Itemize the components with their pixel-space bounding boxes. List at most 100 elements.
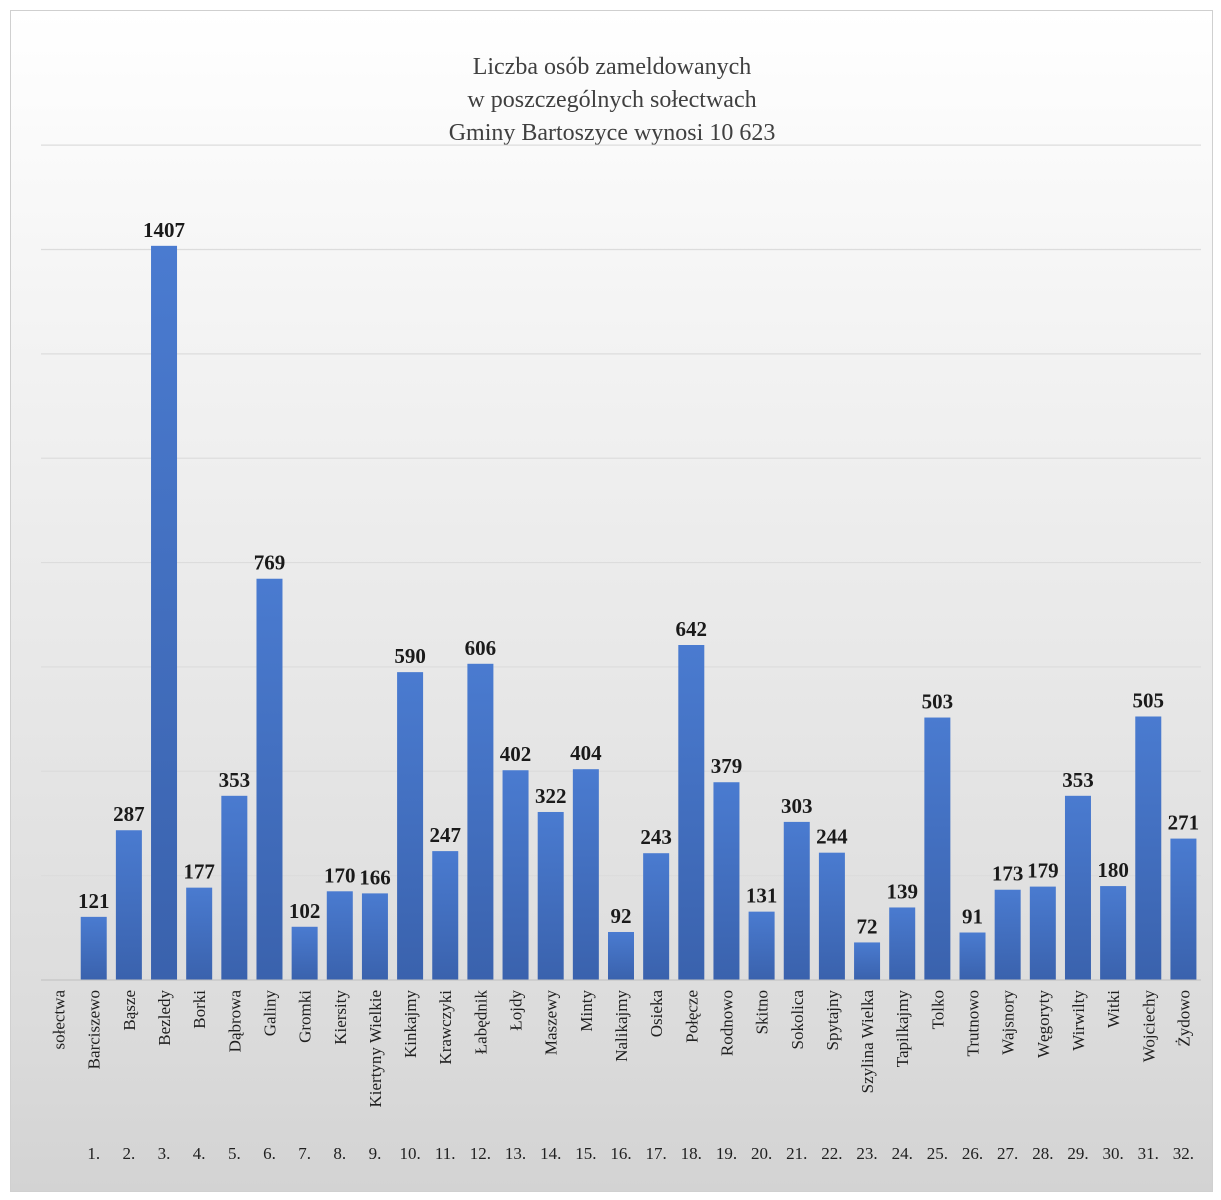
data-label: 353: [1062, 768, 1094, 792]
category-label: Galiny: [260, 990, 279, 1037]
number-label: 3.: [158, 1144, 171, 1163]
data-label: 402: [500, 742, 532, 766]
category-label: Nalikajmy: [612, 990, 631, 1062]
number-label: 2.: [123, 1144, 136, 1163]
number-label: 13.: [505, 1144, 526, 1163]
category-label: Wirwilty: [1069, 990, 1088, 1051]
number-label: 5.: [228, 1144, 241, 1163]
category-label: Kinkajmy: [401, 990, 420, 1058]
number-label: 31.: [1138, 1144, 1159, 1163]
bar: [397, 672, 424, 980]
bar: [361, 893, 388, 980]
number-label: 16.: [610, 1144, 631, 1163]
data-label: 379: [711, 754, 743, 778]
data-label: 404: [570, 741, 602, 765]
bar: [1170, 838, 1197, 980]
bar: [256, 578, 283, 980]
number-label: 9.: [369, 1144, 382, 1163]
data-label: 102: [289, 899, 321, 923]
number-label: 14.: [540, 1144, 561, 1163]
bar: [467, 663, 494, 980]
number-label: 27.: [997, 1144, 1018, 1163]
data-label: 642: [676, 617, 708, 641]
data-label: 179: [1027, 859, 1059, 883]
number-label: 19.: [716, 1144, 737, 1163]
chart-title-line-1: Liczba osób zameldowanych: [473, 54, 752, 80]
number-label: 24.: [892, 1144, 913, 1163]
data-label: 503: [922, 690, 954, 714]
data-label: 177: [183, 860, 215, 884]
data-label: 271: [1168, 811, 1200, 835]
category-labels: sołectwa Barciszewo Bąsze Bezledy Borki Dąbro…: [50, 990, 1194, 1108]
number-label: 23.: [856, 1144, 877, 1163]
chart-title-line-2: w poszczególnych sołectwach: [467, 87, 756, 113]
category-label: Szylina Wielka: [858, 990, 877, 1094]
data-label: 170: [324, 863, 356, 887]
category-label: Węgoryty: [1034, 990, 1053, 1058]
bar: [678, 645, 705, 980]
category-label: Połęcze: [682, 990, 701, 1043]
bar: [783, 821, 810, 980]
bar-chart: Liczba osób zameldowanych w poszczególny…: [41, 54, 1201, 1163]
category-label: Krawczyki: [436, 990, 455, 1065]
number-label: 32.: [1173, 1144, 1194, 1163]
bar: [924, 717, 951, 980]
bar: [291, 926, 318, 980]
category-label: Rodnowo: [717, 990, 736, 1056]
category-label: Skitno: [753, 990, 772, 1034]
bar: [115, 830, 142, 980]
data-label: 243: [640, 825, 672, 849]
data-label: 180: [1097, 858, 1129, 882]
bar: [432, 851, 459, 980]
number-labels: 1. 2. 3. 4. 5. 6. 7. 8. 9. 10. 11. 12. 13. 14. 15. 16. 1…: [87, 1144, 1194, 1163]
bar: [221, 795, 248, 980]
data-label: 247: [429, 823, 461, 847]
number-label: 11.: [435, 1144, 456, 1163]
chart-frame: Liczba osób zameldowanych w poszczególny…: [10, 10, 1213, 1192]
category-label: Wajsnory: [999, 990, 1018, 1055]
category-label: Borki: [190, 990, 209, 1029]
data-label: 590: [394, 644, 426, 668]
number-label: 15.: [575, 1144, 596, 1163]
category-label: Witki: [1104, 990, 1123, 1028]
category-label: Bąsze: [120, 990, 139, 1031]
number-label: 25.: [927, 1144, 948, 1163]
data-label: 121: [78, 889, 110, 913]
category-label: Łojdy: [507, 990, 526, 1031]
bar: [854, 942, 881, 980]
data-label: 244: [816, 825, 848, 849]
bar: [186, 887, 213, 980]
bar: [1064, 795, 1091, 980]
bar: [748, 911, 775, 980]
category-label: Żydowo: [1174, 990, 1193, 1047]
category-label: Tapilkajmy: [893, 990, 912, 1068]
data-label: 322: [535, 784, 567, 808]
bar: [959, 932, 986, 980]
category-label: Kiertyny Wielkie: [366, 990, 385, 1108]
data-label: 1407: [143, 218, 185, 242]
category-label: Kiersity: [331, 990, 350, 1045]
data-label: 72: [857, 914, 878, 938]
category-label: Bezledy: [155, 990, 174, 1046]
category-label: Spytajny: [823, 990, 842, 1051]
bar: [994, 889, 1021, 980]
bar: [151, 245, 178, 980]
number-label: 8.: [333, 1144, 346, 1163]
number-label: 26.: [962, 1144, 983, 1163]
data-label: 606: [465, 636, 497, 660]
number-label: 7.: [298, 1144, 311, 1163]
number-label: 30.: [1102, 1144, 1123, 1163]
number-label: 12.: [470, 1144, 491, 1163]
number-label: 28.: [1032, 1144, 1053, 1163]
bar: [80, 916, 107, 980]
data-label: 131: [746, 884, 778, 908]
category-label: Gromki: [296, 990, 315, 1043]
bar: [572, 769, 599, 980]
number-label: 29.: [1067, 1144, 1088, 1163]
category-label: sołectwa: [50, 990, 69, 1050]
bar: [608, 931, 634, 980]
category-label: Sokolica: [788, 990, 807, 1050]
bar: [889, 907, 916, 980]
category-label: Dąbrowa: [225, 990, 244, 1053]
category-label: Łabędnik: [471, 990, 490, 1055]
